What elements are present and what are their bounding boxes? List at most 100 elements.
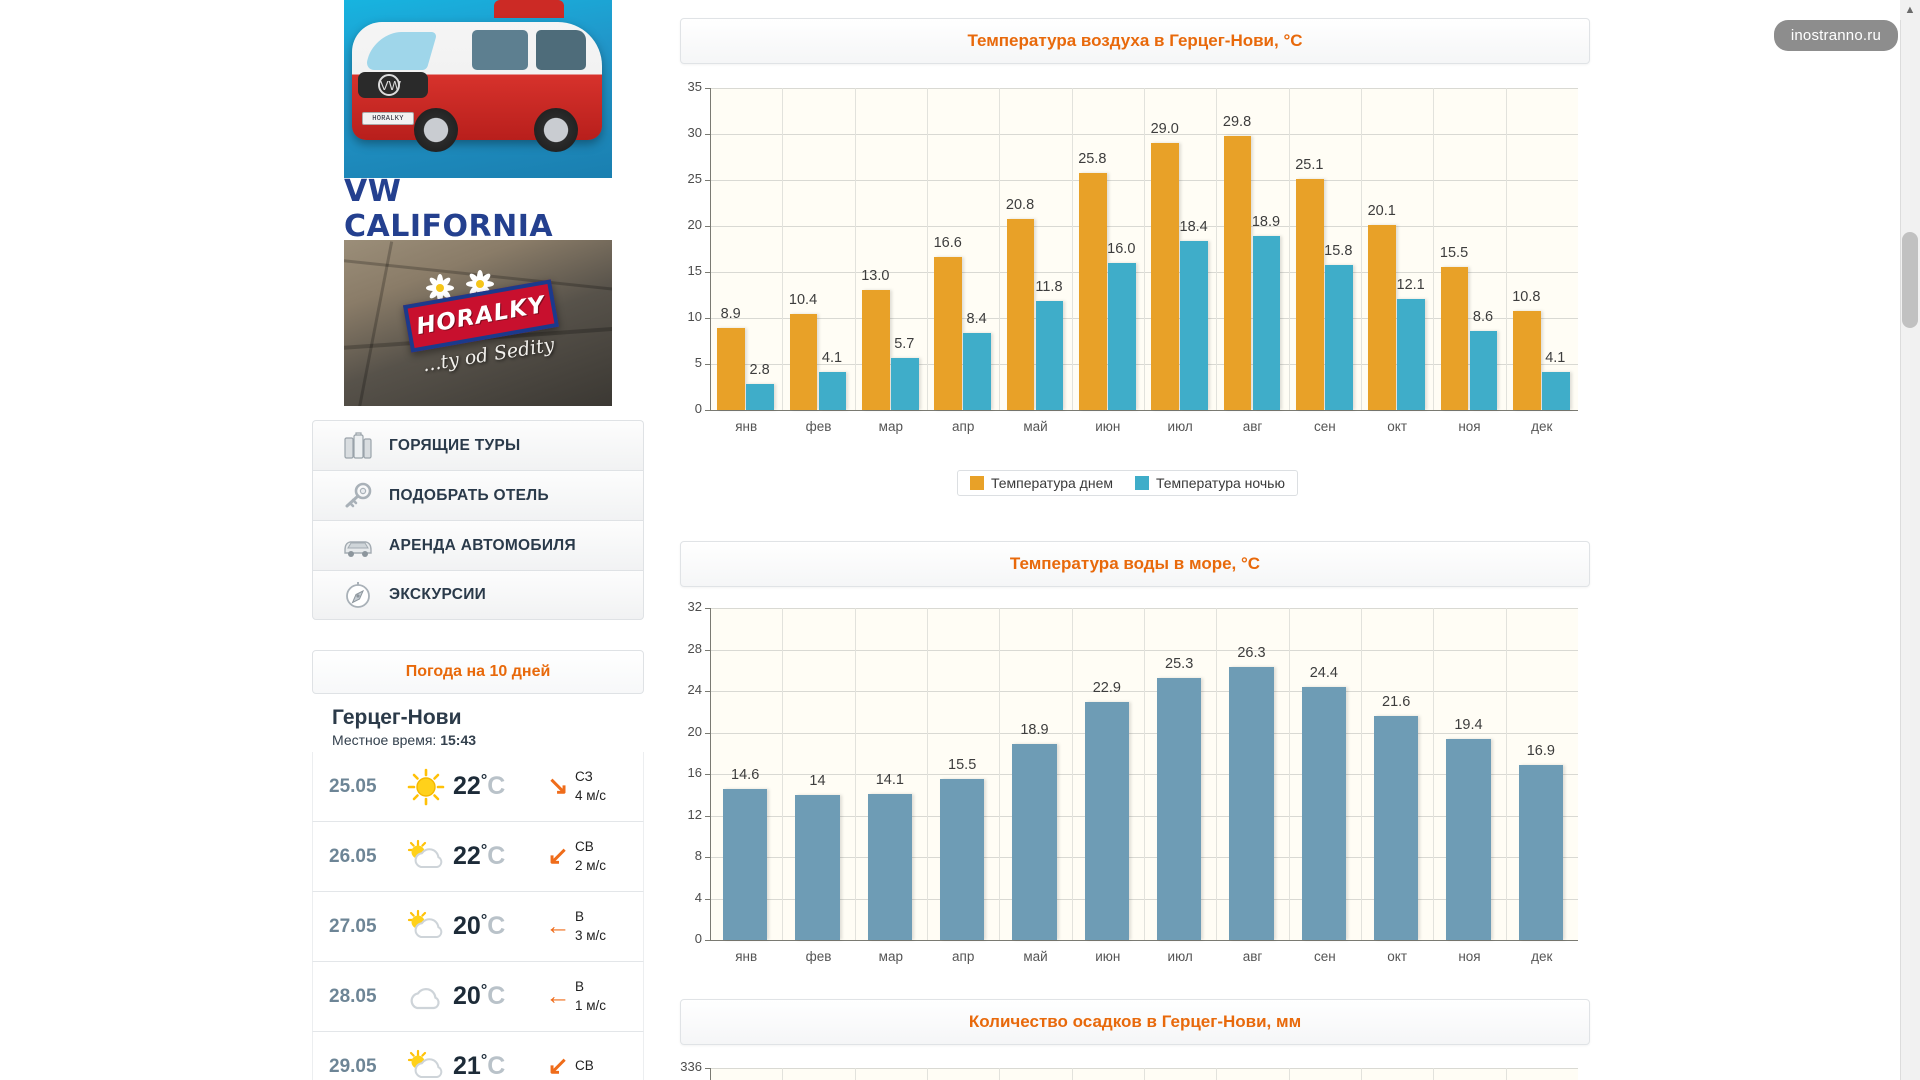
chart-y-tick-label: 25 bbox=[687, 171, 702, 186]
forecast-row[interactable]: 25.05 22°C ↘ СЗ 4 м/с bbox=[312, 752, 644, 822]
forecast-local-time-label: Местное время: bbox=[332, 732, 437, 748]
chart-vertical-gridline bbox=[927, 1068, 928, 1080]
chart-bar bbox=[1151, 143, 1180, 410]
chart-bar-value-label: 24.4 bbox=[1309, 664, 1338, 681]
wind-speed: 1 м/с bbox=[575, 997, 607, 1013]
chart-y-tick-mark bbox=[705, 180, 710, 181]
sidebar-item-choose-hotel[interactable]: ПОДОБРАТЬ ОТЕЛЬ bbox=[312, 470, 644, 520]
chart-bar-value-label: 15.5 bbox=[948, 757, 977, 774]
chart-vertical-gridline bbox=[854, 608, 856, 940]
wind-direction-arrow-icon: ↙ bbox=[547, 842, 569, 870]
key-icon bbox=[337, 480, 379, 512]
wind-direction: В bbox=[575, 978, 585, 994]
chart-bar bbox=[1295, 179, 1324, 410]
chart-bar bbox=[1078, 172, 1107, 410]
wind-speed: 2 м/с bbox=[575, 857, 607, 873]
forecast-row[interactable]: 26.05 22°C ↙ СВ 2 м/с bbox=[312, 822, 644, 892]
scroll-up-arrow-icon[interactable]: ▲ bbox=[1900, 0, 1920, 20]
chart-vertical-gridline bbox=[782, 1068, 784, 1080]
chart-y-tick-label: 28 bbox=[687, 640, 702, 656]
chart-bar-value-label: 13.0 bbox=[861, 268, 890, 285]
chart-y-tick-label: 20 bbox=[687, 723, 702, 739]
chart-y-tick-mark bbox=[705, 608, 710, 609]
chart-vertical-gridline bbox=[999, 88, 1001, 410]
wind-direction-arrow-icon: ← bbox=[545, 912, 571, 940]
vw-logo-icon: VW bbox=[378, 74, 401, 96]
chart-bar-value-label: 8.4 bbox=[966, 310, 987, 327]
chart-y-tick-mark bbox=[705, 1068, 710, 1069]
chart-bar bbox=[934, 257, 963, 410]
chart-x-tick-label: июн bbox=[1095, 949, 1121, 964]
chart-x-axis bbox=[710, 410, 1578, 411]
panel-header-air-temperature: Температура воздуха в Герцег-Нови, °С bbox=[680, 18, 1590, 64]
chart-x-axis bbox=[710, 940, 1578, 941]
forecast-wind: СЗ 4 м/с bbox=[575, 768, 606, 806]
chart-x-tick-label: янв bbox=[735, 949, 758, 964]
chart-x-tick-label: окт bbox=[1387, 949, 1408, 964]
chart-bar bbox=[1223, 135, 1252, 410]
chart-vertical-gridline bbox=[927, 88, 928, 410]
forecast-row[interactable]: 28.05 20°C ← В 1 м/с bbox=[312, 962, 644, 1032]
chart-vertical-gridline bbox=[1144, 88, 1145, 410]
degree-sign: ° bbox=[480, 912, 488, 929]
forecast-date: 27.05 bbox=[329, 915, 377, 937]
chart-bar bbox=[1301, 686, 1346, 940]
chart-bar bbox=[746, 384, 775, 410]
celsius-letter: C bbox=[487, 772, 506, 800]
chart-y-tick-label: 20 bbox=[687, 217, 702, 232]
chart-x-tick-label: ноя bbox=[1458, 419, 1481, 434]
compass-icon bbox=[337, 579, 379, 611]
chart-vertical-gridline bbox=[1071, 88, 1073, 410]
forecast-city-name: Герцег-Нови bbox=[332, 706, 462, 729]
chart-bar-value-label: 10.8 bbox=[1512, 288, 1541, 305]
chart-bar bbox=[1469, 330, 1498, 410]
chart-precipitation: 336 bbox=[680, 1058, 1590, 1080]
chart-vertical-gridline bbox=[999, 608, 1001, 940]
forecast-date: 29.05 bbox=[329, 1055, 377, 1077]
celsius-letter: C bbox=[487, 842, 506, 870]
chart-y-tick-label: 35 bbox=[687, 79, 702, 94]
banner-image-van: VW HORALKY bbox=[344, 0, 612, 178]
chart-bar-value-label: 16.6 bbox=[933, 235, 962, 252]
rock-crack-3 bbox=[357, 241, 394, 406]
forecast-date: 28.05 bbox=[329, 985, 377, 1007]
sun-cloud-icon bbox=[399, 837, 453, 877]
chart-y-tick-mark bbox=[705, 857, 710, 858]
chart-x-tick-label: апр bbox=[952, 419, 975, 434]
chart-bar-value-label: 16.9 bbox=[1526, 742, 1555, 759]
sidebar-item-excursions[interactable]: ЭКСКУРСИИ bbox=[312, 570, 644, 620]
chart-y-tick-mark bbox=[705, 88, 710, 89]
forecast-row[interactable]: 27.05 20°C ← В 3 м/с bbox=[312, 892, 644, 962]
site-badge[interactable]: inostranno.ru bbox=[1773, 20, 1898, 51]
chart-bar-value-label: 14.6 bbox=[731, 766, 760, 783]
chart-vertical-gridline bbox=[1144, 608, 1145, 940]
chart-y-tick-label: 4 bbox=[694, 889, 702, 905]
chart-y-tick-mark bbox=[705, 318, 710, 319]
sidebar-item-car-rental[interactable]: АРЕНДА АВТОМОБИЛЯ bbox=[312, 520, 644, 570]
chart-bar-value-label: 11.8 bbox=[1035, 279, 1063, 296]
chart-bar-value-label: 19.4 bbox=[1454, 716, 1483, 733]
chart-y-tick-label: 24 bbox=[687, 682, 702, 697]
legend-swatch-night bbox=[1135, 476, 1149, 490]
vertical-scrollbar-thumb[interactable] bbox=[1902, 232, 1918, 328]
chart-bar bbox=[723, 788, 768, 940]
forecast-wind: СВ 2 м/с bbox=[575, 838, 606, 876]
chart-x-tick-label: мар bbox=[878, 419, 903, 434]
banner-ad[interactable]: VW HORALKY VW CALIFORNIA bbox=[344, 0, 612, 406]
forecast-row[interactable]: 29.05 21°C ↙ СВ bbox=[312, 1032, 644, 1080]
van-body: VW HORALKY bbox=[352, 22, 602, 152]
chart-y-tick-mark bbox=[705, 774, 710, 775]
chart-vertical-gridline bbox=[1288, 608, 1290, 940]
chart-bar bbox=[1084, 702, 1129, 940]
chart-vertical-gridline bbox=[854, 1068, 856, 1080]
chart-x-tick-label: авг bbox=[1242, 419, 1263, 434]
sidebar-item-hot-tours[interactable]: ГОРЯЩИЕ ТУРЫ bbox=[312, 420, 644, 470]
chart-y-tick-label: 16 bbox=[687, 765, 702, 780]
chart-y-tick-label: 15 bbox=[687, 263, 702, 278]
chart-x-tick-label: июн bbox=[1095, 419, 1121, 434]
sun-cloud-icon bbox=[399, 907, 453, 947]
forecast-wind: В 1 м/с bbox=[575, 978, 606, 1016]
vertical-scrollbar-track[interactable]: ▲ bbox=[1900, 0, 1920, 1080]
forecast-header[interactable]: Погода на 10 дней bbox=[312, 650, 644, 694]
